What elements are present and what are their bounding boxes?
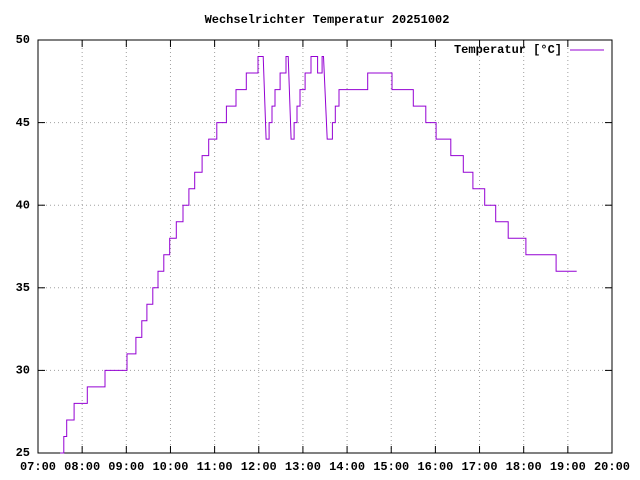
data-line	[60, 56, 577, 454]
x-tick-label: 19:00	[550, 460, 586, 474]
x-tick-label: 07:00	[20, 460, 56, 474]
x-tick-label: 14:00	[329, 460, 365, 474]
y-tick-label: 50	[16, 33, 30, 47]
legend-label: Temperatur [°C]	[454, 43, 562, 57]
x-tick-label: 13:00	[285, 460, 321, 474]
x-tick-label: 11:00	[197, 460, 233, 474]
x-tick-label: 08:00	[64, 460, 100, 474]
y-tick-label: 30	[16, 364, 30, 378]
x-tick-label: 10:00	[152, 460, 188, 474]
x-tick-label: 20:00	[594, 460, 630, 474]
x-tick-label: 18:00	[506, 460, 542, 474]
x-tick-label: 09:00	[108, 460, 144, 474]
y-tick-label: 40	[16, 198, 30, 212]
x-tick-label: 17:00	[462, 460, 498, 474]
y-tick-label: 45	[16, 116, 30, 130]
x-tick-label: 12:00	[241, 460, 277, 474]
y-tick-label: 35	[16, 281, 30, 295]
y-tick-label: 25	[16, 446, 30, 460]
x-tick-label: 16:00	[417, 460, 453, 474]
chart-title: Wechselrichter Temperatur 20251002	[205, 13, 450, 27]
x-tick-label: 15:00	[373, 460, 409, 474]
plot-border	[37, 39, 613, 454]
